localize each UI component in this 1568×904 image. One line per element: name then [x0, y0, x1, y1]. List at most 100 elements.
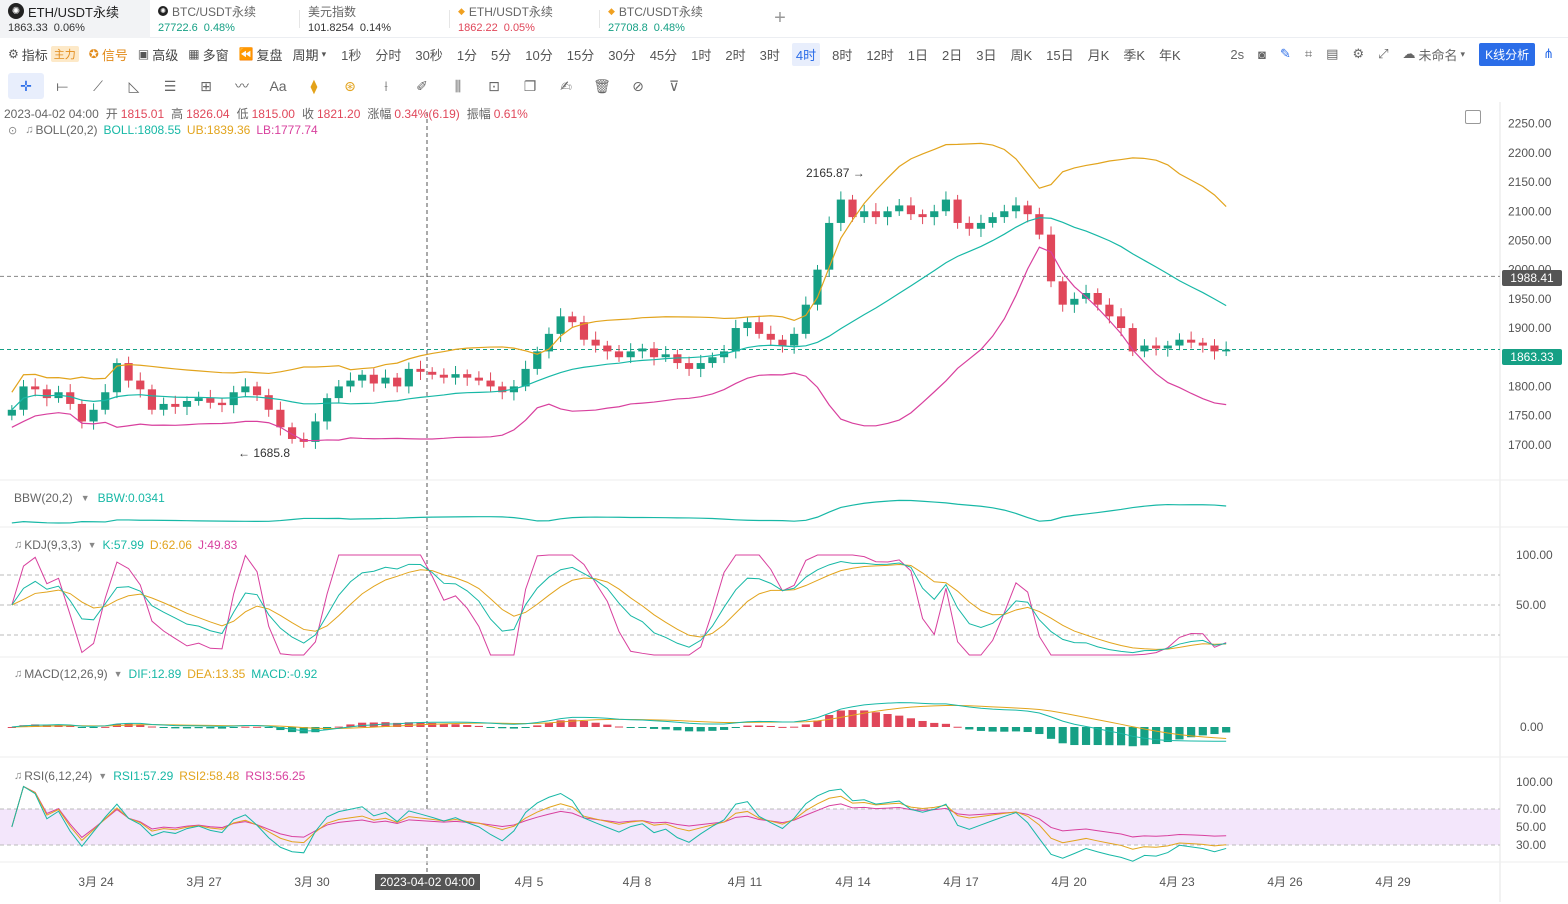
macd-histogram-bar [1023, 727, 1032, 733]
boll-lb-value: LB:1777.74 [256, 123, 318, 137]
trash-tool-icon[interactable]: 🗑 [593, 77, 611, 94]
camera-icon[interactable]: ◙ [1258, 46, 1266, 62]
copy-tool-icon[interactable]: ❐ [523, 77, 537, 94]
tab-btc-perp[interactable]: ✺ BTC/USDT永续 27722.6 0.48% [150, 0, 300, 38]
timeframe-22[interactable]: 年K [1158, 47, 1181, 63]
crosshair-tool-icon[interactable]: ✛ [8, 73, 44, 99]
multi-window-label: 多窗 [202, 47, 229, 63]
timeframe-14[interactable]: 12时 [866, 47, 894, 63]
date-tick-label: 4月 11 [728, 875, 763, 889]
refresh-interval[interactable]: 2s [1230, 46, 1245, 62]
timeframe-1[interactable]: 分时 [375, 47, 402, 63]
brush-tool-icon[interactable]: ✐ [416, 77, 428, 94]
triangle-tool-icon[interactable]: ◺ [128, 77, 140, 94]
tab-title: BTC/USDT永续 [172, 4, 257, 19]
macd-histogram-bar [439, 723, 448, 727]
timeframe-19[interactable]: 15日 [1046, 47, 1074, 63]
horizontal-line-tool-icon[interactable]: ⟝ [56, 77, 68, 94]
timeframe-13[interactable]: 8时 [832, 47, 853, 63]
timeframe-20[interactable]: 月K [1087, 47, 1110, 63]
timeframe-9[interactable]: 1时 [691, 47, 712, 63]
candle-body [708, 357, 717, 364]
settings-icon[interactable]: ⚙ [1352, 46, 1365, 61]
wave-tool-icon[interactable]: 〰 [235, 78, 249, 94]
timeframe-21[interactable]: 季K [1123, 47, 1145, 63]
share-icon[interactable]: ⋔ [1543, 46, 1554, 61]
timeframe-15[interactable]: 1日 [907, 47, 929, 63]
layout-icon[interactable]: ▤ [1326, 46, 1339, 61]
timeframe-18[interactable]: 周K [1010, 47, 1033, 63]
period-dropdown[interactable]: 周期 ▾ [293, 45, 330, 64]
macd-histogram-bar [1000, 727, 1009, 732]
tab-eth-perp-2[interactable]: ◆ ETH/USDT永续 1862.22 0.05% [450, 0, 600, 38]
pattern-tool-icon[interactable]: ⊛ [344, 77, 356, 94]
timeframe-17[interactable]: 3日 [976, 47, 997, 63]
timeframe-16[interactable]: 2日 [942, 47, 963, 63]
candle-tool-icon[interactable]: ⫼ [454, 77, 462, 94]
bell-icon[interactable]: ♫ [25, 124, 34, 136]
add-tab-button[interactable]: + [750, 0, 810, 37]
fullscreen-icon[interactable]: ⤢ [1378, 46, 1389, 61]
caret-down-icon[interactable]: ▼ [98, 771, 108, 781]
macd-histogram-bar [930, 722, 939, 727]
layout-name-dropdown[interactable]: ☁ 未命名 ▾ [1403, 45, 1466, 64]
rectangle-tool-icon[interactable]: ⊞ [200, 77, 212, 94]
candle-body [1046, 234, 1056, 282]
timeframe-11[interactable]: 3时 [759, 47, 780, 63]
bell-icon[interactable]: ♫ [14, 539, 23, 551]
tab-btc-perp-2[interactable]: ◆ BTC/USDT永续 27708.8 0.48% [600, 0, 750, 38]
pencil-icon[interactable]: ✎ [1279, 46, 1291, 61]
candle-body [626, 351, 635, 358]
timeframe-10[interactable]: 2时 [725, 47, 746, 63]
caret-down-icon[interactable]: ▼ [80, 493, 90, 503]
timeframe-6[interactable]: 15分 [566, 47, 595, 63]
boll-mid-value: BOLL:1808.55 [103, 123, 181, 137]
timeframe-7[interactable]: 30分 [608, 47, 636, 63]
timeframe-2[interactable]: 30秒 [415, 47, 443, 63]
timeframe-5[interactable]: 10分 [525, 47, 553, 63]
macd-histogram-bar [358, 722, 367, 727]
indicator-button[interactable]: ⚙ 指标 主力 [8, 45, 79, 64]
chart-canvas[interactable]: 2250.002200.002150.002100.002050.002000.… [0, 102, 1568, 904]
tab-dxy[interactable]: 美元指数 101.8254 0.14% [300, 0, 450, 38]
parallel-lines-tool-icon[interactable]: ☰ [163, 77, 177, 94]
macd-histogram-bar [1222, 727, 1231, 733]
macd-histogram-bar [638, 727, 647, 728]
timeframe-3[interactable]: 1分 [456, 47, 478, 63]
collapse-icon[interactable]: ⊙ [8, 124, 18, 137]
timeframe-12[interactable]: 4时 [791, 42, 821, 66]
timeframe-4[interactable]: 5分 [491, 47, 512, 63]
ruler-tool-icon[interactable]: ⟊ [384, 77, 388, 94]
candle-body [638, 348, 647, 352]
macd-histogram-bar [311, 727, 320, 733]
candle-body [323, 398, 332, 422]
filter-tool-icon[interactable]: ⊽ [668, 77, 680, 94]
replay-button[interactable]: ⏪ 复盘 [239, 45, 283, 64]
lock-tool-icon[interactable]: ⊡ [488, 77, 500, 94]
macd-histogram-bar [136, 724, 145, 727]
chart-area[interactable]: 2250.002200.002150.002100.002050.002000.… [0, 102, 1568, 904]
caret-down-icon[interactable]: ▼ [87, 540, 97, 550]
caret-down-icon[interactable]: ▼ [113, 669, 123, 679]
advanced-button[interactable]: ▣ 高级 [138, 45, 178, 64]
macd-histogram-bar [463, 725, 472, 727]
edit-tool-icon[interactable]: ✍ [560, 77, 572, 94]
text-tool-icon[interactable]: Aa [269, 78, 287, 94]
signal-button[interactable]: ✪ 信号 [89, 45, 128, 64]
macd-dif-value: DIF:12.89 [128, 667, 182, 681]
multi-window-button[interactable]: ▦ 多窗 [188, 45, 228, 64]
kline-analysis-button[interactable]: K线分析 [1479, 42, 1536, 66]
crop-icon[interactable]: ⌗ [1304, 46, 1313, 61]
magnet-tool-icon[interactable]: ⊘ [632, 77, 644, 94]
candle-body [731, 328, 740, 352]
candle-body [124, 363, 133, 381]
trend-line-tool-icon[interactable]: ⟋ [93, 77, 103, 94]
expand-icon[interactable] [1465, 110, 1481, 124]
tab-eth-perp[interactable]: ✺ ETH/USDT永续 1863.33 0.06% [0, 0, 150, 38]
timeframe-8[interactable]: 45分 [649, 47, 678, 63]
fib-tool-icon[interactable]: ⧫ [310, 77, 318, 94]
bell-icon[interactable]: ♫ [14, 770, 23, 782]
timeframe-0[interactable]: 1秒 [341, 47, 362, 63]
bell-icon[interactable]: ♫ [14, 668, 23, 680]
candle-body [252, 386, 262, 396]
